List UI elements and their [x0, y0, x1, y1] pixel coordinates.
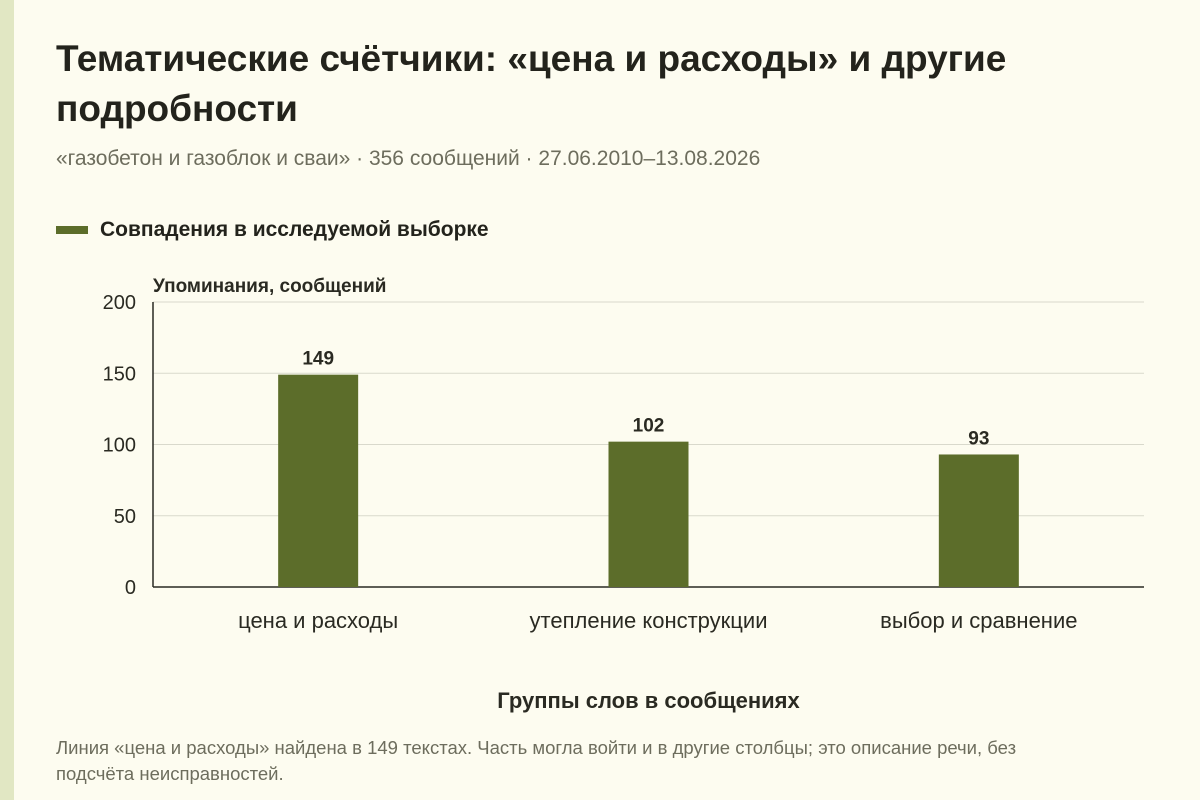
x-tick-label: цена и расходы — [238, 608, 398, 633]
data-label: 93 — [968, 428, 989, 449]
legend-label: Совпадения в исследуемой выборке — [100, 218, 489, 241]
data-label: 102 — [633, 416, 665, 437]
bar — [278, 374, 359, 587]
bar — [938, 454, 1019, 587]
legend-swatch — [56, 226, 88, 234]
accent-bar — [0, 0, 14, 800]
y-axis-title: Упоминания, сообщений — [153, 276, 386, 297]
chart-subtitle: «газобетон и газоблок и сваи» · 356 сооб… — [56, 147, 761, 170]
footnote: Линия «цена и расходы» найдена в 149 тек… — [56, 737, 1017, 784]
chart-title: Тематические счётчики: «цена и расходы» … — [56, 38, 1007, 129]
y-tick-label: 150 — [103, 363, 136, 385]
y-tick-label: 100 — [103, 435, 136, 457]
legend: Совпадения в исследуемой выборке — [56, 218, 489, 242]
x-tick-label: выбор и сравнение — [880, 608, 1077, 633]
y-tick-label: 50 — [114, 506, 136, 528]
data-label: 149 — [302, 349, 334, 370]
x-tick-label: утепление конструкции — [530, 608, 768, 633]
y-tick-label: 0 — [125, 577, 136, 599]
x-axis-title: Группы слов в сообщениях — [497, 688, 800, 713]
y-tick-label: 200 — [103, 292, 136, 314]
bar — [608, 441, 689, 587]
